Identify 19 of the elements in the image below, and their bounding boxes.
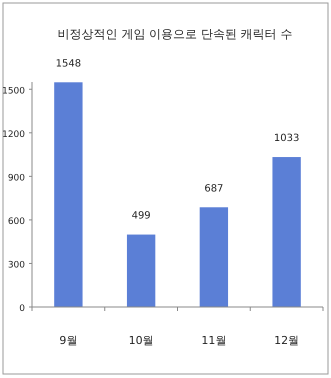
data-label: 1033 — [274, 133, 300, 144]
x-tick-label: 10월 — [128, 334, 154, 347]
y-tick-label: 900 — [8, 173, 26, 184]
x-tick-label: 12월 — [274, 334, 300, 347]
y-tick-label: 1500 — [2, 86, 26, 96]
bar — [126, 234, 156, 307]
y-tick-label: 600 — [8, 216, 26, 227]
data-label: 687 — [204, 183, 224, 194]
bar — [54, 82, 83, 307]
y-tick-label: 0 — [19, 304, 26, 314]
y-tick-label: 300 — [8, 260, 26, 270]
chart-title: 비정상적인 게임 이용으로 단속된 캐릭터 수 — [57, 27, 293, 41]
data-label: 1548 — [56, 58, 82, 70]
data-label: 499 — [132, 210, 151, 222]
x-tick-label: 9월 — [59, 334, 78, 347]
y-tick-label: 1200 — [2, 130, 26, 140]
bar — [200, 207, 228, 307]
x-tick-label: 11월 — [201, 334, 226, 347]
bar — [272, 157, 301, 307]
